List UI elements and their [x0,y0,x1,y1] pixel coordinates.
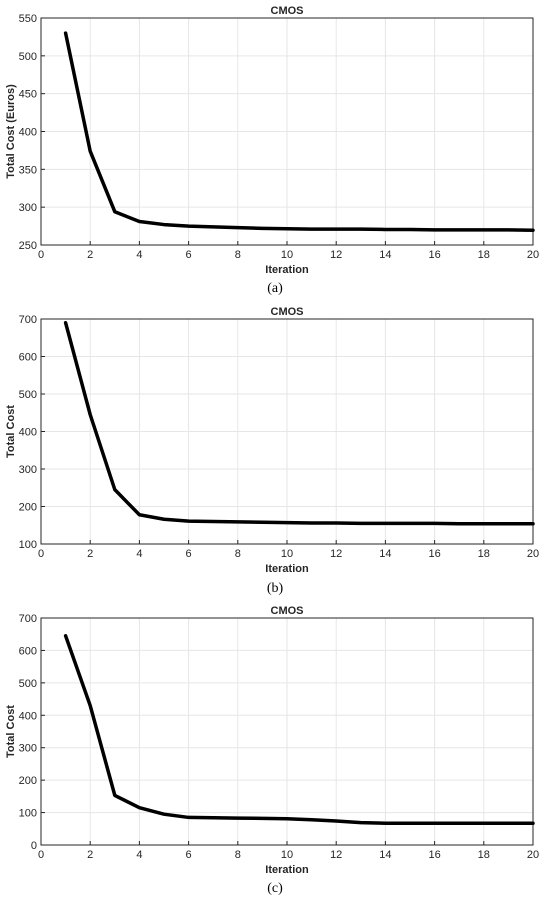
x-axis-label: Iteration [265,264,309,276]
y-tick-label: 100 [19,808,37,820]
panel-caption: (a) [267,281,283,296]
y-tick-label: 600 [19,645,37,657]
x-tick-label: 10 [281,849,293,861]
x-axis-label: Iteration [265,563,309,575]
x-tick-label: 20 [527,249,539,261]
x-tick-label: 8 [235,548,241,560]
x-tick-label: 4 [136,249,142,261]
x-tick-label: 12 [330,249,342,261]
y-tick-label: 400 [19,710,37,722]
x-tick-label: 14 [379,548,391,560]
series-line-1 [63,321,535,526]
y-tick-label: 0 [31,840,37,852]
x-tick-label: 14 [379,249,391,261]
x-tick-label: 16 [428,249,440,261]
x-tick-label: 0 [38,849,44,861]
chart-panel-2: 0 2 4 6 8 10 12 14 16 18 20 100 200 300 400 500 600 700 CM… [5,306,539,596]
y-tick-label: 300 [19,202,37,214]
x-tick-label: 18 [478,548,490,560]
x-tick-label: 10 [281,548,293,560]
y-tick-label: 200 [19,775,37,787]
x-tick-label: 12 [330,548,342,560]
x-tick-label: 10 [281,249,293,261]
y-tick-label: 400 [19,127,37,139]
y-tick-label: 550 [19,13,37,25]
y-tick-label: 500 [19,678,37,690]
y-axis-label: Total Cost [5,405,17,458]
x-tick-label: 6 [186,548,192,560]
chart-title: CMOS [271,5,304,17]
y-tick-label: 200 [19,502,37,514]
x-tick-label: 2 [87,548,93,560]
x-tick-label: 20 [527,548,539,560]
series-line-1 [63,31,535,232]
y-tick-label: 500 [19,389,37,401]
panel-caption: (c) [267,881,283,896]
chart-title: CMOS [271,306,304,318]
x-tick-label: 18 [478,849,490,861]
x-tick-label: 2 [87,849,93,861]
x-tick-label: 0 [38,249,44,261]
x-tick-label: 16 [428,548,440,560]
x-tick-label: 20 [527,849,539,861]
chart-panel-3: 0 2 4 6 8 10 12 14 16 18 200100200300400500600700C… [5,605,539,896]
chart-panel-1: 0 2 4 6 8 10 12 14 16 18 20 250 300 350 400 450 500 550 CM… [5,5,539,296]
x-tick-label: 2 [87,249,93,261]
y-tick-label: 300 [19,464,37,476]
x-tick-label: 16 [428,849,440,861]
x-tick-label: 4 [136,849,142,861]
x-tick-label: 14 [379,849,391,861]
x-tick-label: 4 [136,548,142,560]
y-tick-label: 350 [19,164,37,176]
x-tick-label: 8 [235,249,241,261]
y-axis-label: Total Cost [5,705,17,758]
x-axis-label: Iteration [265,864,309,876]
y-axis-label: Total Cost (Euros) [5,84,17,179]
x-tick-label: 6 [186,849,192,861]
y-tick-label: 600 [19,352,37,364]
panel-caption: (b) [267,581,284,596]
x-tick-label: 18 [478,249,490,261]
y-tick-label: 500 [19,51,37,63]
x-tick-label: 12 [330,849,342,861]
y-tick-label: 700 [19,314,37,326]
y-tick-label: 300 [19,743,37,755]
x-tick-label: 0 [38,548,44,560]
y-tick-label: 100 [19,539,37,551]
x-tick-label: 6 [186,249,192,261]
y-tick-label: 400 [19,427,37,439]
series-line-1 [63,634,535,826]
y-tick-label: 700 [19,613,37,625]
chart-title: CMOS [271,605,304,617]
y-tick-label: 250 [19,240,37,252]
x-tick-label: 8 [235,849,241,861]
y-tick-label: 450 [19,89,37,101]
